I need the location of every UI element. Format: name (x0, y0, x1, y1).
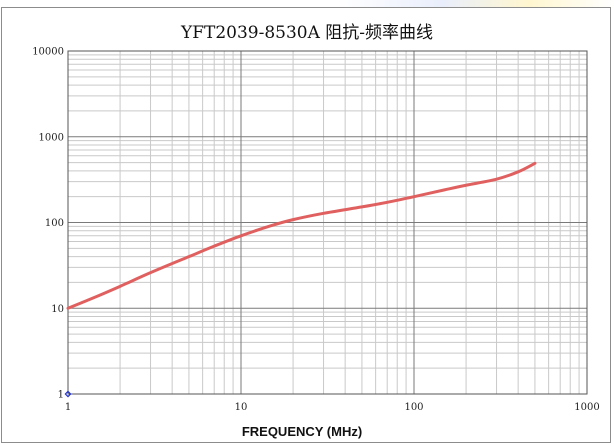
x-tick-label: 1 (65, 402, 71, 413)
chart-title: YFT2039-8530A 阻抗-频率曲线 (180, 23, 433, 43)
y-tick-label: 1000 (39, 132, 64, 143)
x-tick-label: 10 (235, 402, 248, 413)
top-decor-strip (0, 0, 614, 8)
y-tick-label: 10 (51, 304, 64, 315)
y-axis-tick-labels: 1 10 100 1000 10000 (32, 47, 64, 401)
x-axis-tick-labels: 1 10 100 1000 (65, 402, 600, 413)
x-tick-label: 1000 (574, 402, 599, 413)
y-tick-label: 1 (58, 390, 64, 401)
series-layer (66, 161, 537, 310)
impedance-series-line (66, 161, 537, 310)
x-axis-label: FREQUENCY (MHz) (242, 424, 362, 439)
x-tick-label: 100 (404, 402, 423, 413)
plot-area-border (67, 50, 588, 395)
y-tick-label: 100 (45, 218, 64, 229)
diamond-marker (64, 390, 72, 398)
marker-layer (64, 390, 72, 398)
y-tick-label: 10000 (32, 47, 64, 58)
